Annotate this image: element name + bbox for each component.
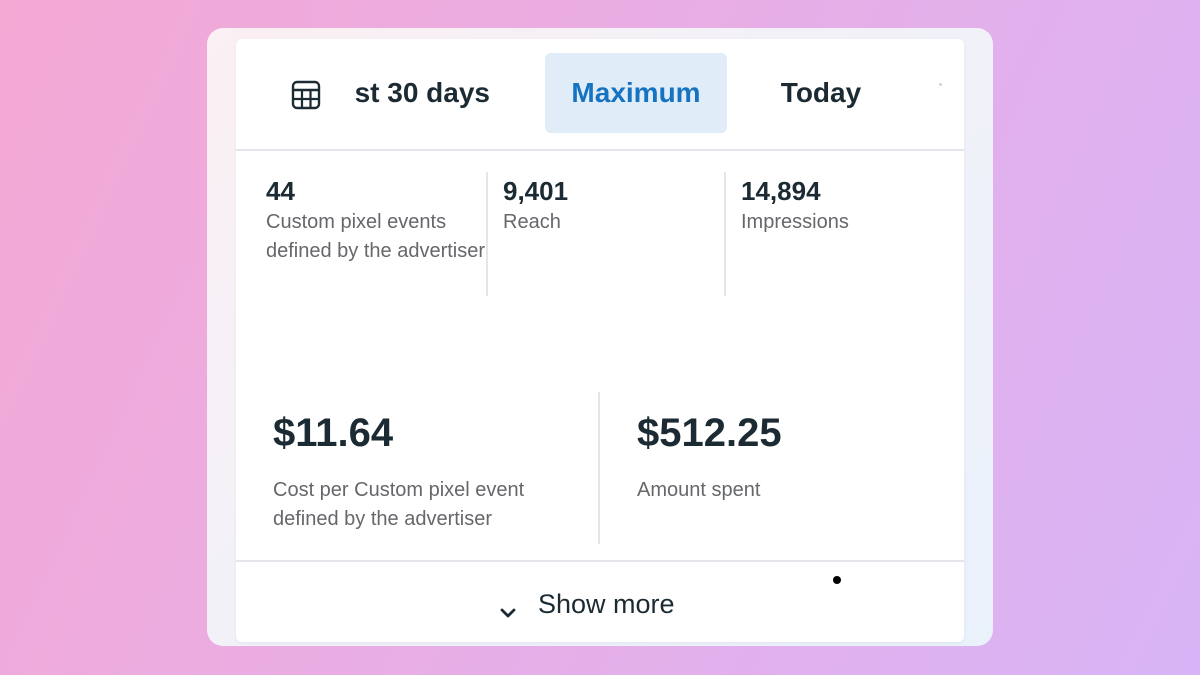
scroll-edge-indicator bbox=[939, 83, 942, 86]
tab-label: st 30 days bbox=[354, 77, 490, 108]
metric-value: $512.25 bbox=[637, 411, 782, 455]
table-icon[interactable] bbox=[291, 80, 321, 110]
metric-label: Reach bbox=[503, 211, 561, 233]
divider bbox=[486, 172, 488, 296]
show-more-label: Show more bbox=[538, 589, 675, 619]
metric-amount-spent: $512.25 Amount spent bbox=[637, 410, 937, 505]
metric-label: Custom pixel events defined by the adver… bbox=[266, 211, 486, 262]
card-footer: Show more bbox=[236, 560, 964, 642]
tab-label: Maximum bbox=[571, 77, 701, 108]
divider bbox=[598, 392, 600, 544]
tab-label: Today bbox=[780, 77, 862, 108]
metric-reach: 9,401 Reach bbox=[503, 176, 703, 237]
chevron-down-icon bbox=[498, 594, 518, 618]
metric-cost-per-event: $11.64 Cost per Custom pixel event defin… bbox=[273, 410, 583, 534]
tab-maximum[interactable]: Maximum bbox=[545, 53, 727, 133]
metric-label: Impressions bbox=[741, 211, 849, 233]
metric-label: Amount spent bbox=[637, 479, 761, 501]
date-range-tabs: st 30 days Maximum Today bbox=[236, 39, 964, 151]
metric-value: $11.64 bbox=[273, 411, 394, 455]
metric-custom-pixel-events: 44 Custom pixel events defined by the ad… bbox=[266, 176, 486, 266]
tab-last-30-days[interactable]: st 30 days bbox=[354, 53, 514, 133]
cursor-indicator bbox=[833, 576, 841, 584]
show-more-button[interactable]: Show more bbox=[498, 584, 675, 624]
divider bbox=[724, 172, 726, 296]
metric-value: 44 bbox=[266, 176, 295, 206]
insights-card: st 30 days Maximum Today 44 Custom pixel… bbox=[236, 39, 964, 642]
tab-today[interactable]: Today bbox=[756, 53, 886, 133]
metric-value: 9,401 bbox=[503, 176, 569, 206]
metric-label: Cost per Custom pixel event defined by t… bbox=[273, 479, 525, 530]
metric-impressions: 14,894 Impressions bbox=[741, 176, 941, 237]
metric-value: 14,894 bbox=[741, 176, 821, 206]
